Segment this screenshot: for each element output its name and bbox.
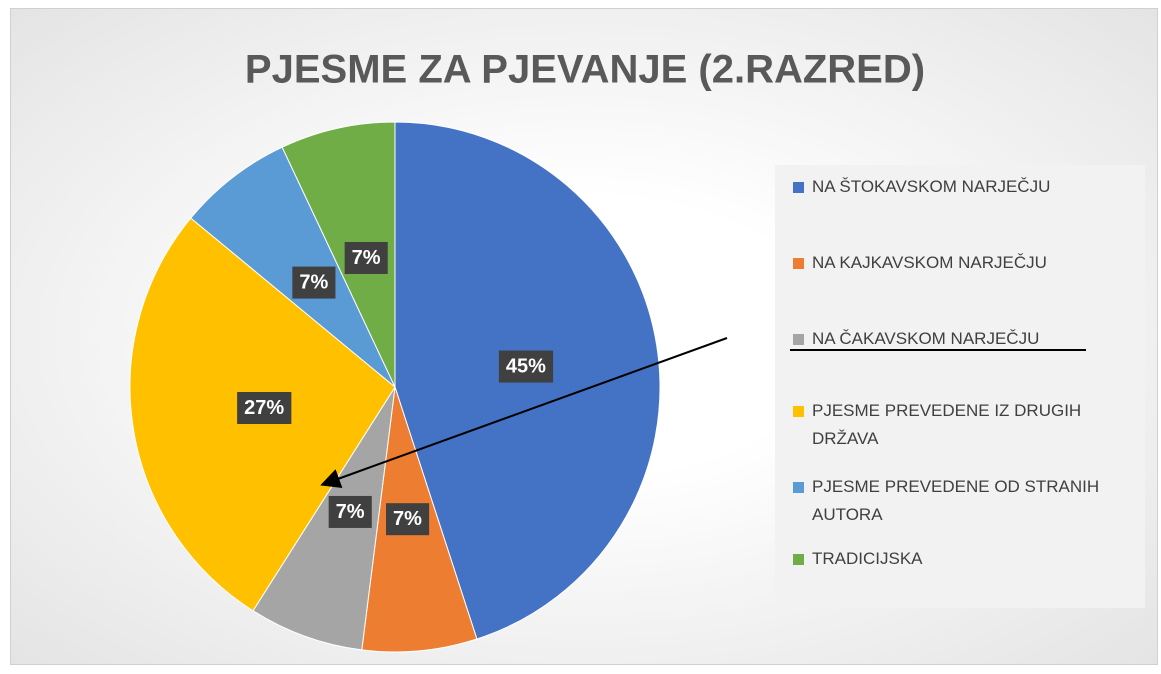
legend-item: NA ČAKAVSKOM NARJEČJU: [793, 325, 1132, 353]
data-label: 7%: [393, 508, 422, 530]
data-label: 7%: [336, 501, 365, 523]
legend-swatch: [793, 182, 804, 193]
data-label-box: [328, 495, 372, 528]
data-label-box: [386, 503, 430, 536]
legend: NA ŠTOKAVSKOM NARJEČJU NA KAJKAVSKOM NARJ…: [775, 165, 1145, 608]
legend-label: NA KAJKAVSKOM NARJEČJU: [812, 253, 1047, 272]
chart-title: PJESME ZA PJEVANJE (2.RAZRED): [245, 48, 925, 92]
pie-slice: [281, 121, 396, 388]
legend-swatch: [793, 406, 804, 417]
legend-item: NA KAJKAVSKOM NARJEČJU: [793, 249, 1132, 277]
data-label: 45%: [506, 356, 546, 378]
data-label-box: [237, 392, 292, 425]
data-label-box: [344, 241, 388, 274]
legend-swatch: [793, 554, 804, 565]
legend-swatch: [793, 482, 804, 493]
legend-item: PJESME PREVEDENE IZ DRUGIH DRŽAVA: [793, 397, 1132, 453]
legend-item: NA ŠTOKAVSKOM NARJEČJU: [793, 173, 1132, 201]
data-label-box: [292, 266, 336, 299]
legend-label: PJESME PREVEDENE IZ DRUGIH DRŽAVA: [812, 401, 1082, 448]
legend-swatch: [793, 334, 804, 345]
legend-item: PJESME PREVEDENE OD STRANIH AUTORA: [793, 473, 1132, 529]
legend-label: NA ŠTOKAVSKOM NARJEČJU: [812, 177, 1051, 196]
legend-label: TRADICIJSKA: [812, 549, 923, 568]
data-label: 7%: [299, 272, 328, 294]
legend-item: TRADICIJSKA: [793, 545, 1132, 573]
data-label: 7%: [352, 247, 381, 269]
legend-label: PJESME PREVEDENE OD STRANIH AUTORA: [812, 477, 1100, 524]
data-label: 27%: [244, 397, 284, 419]
legend-swatch: [793, 258, 804, 269]
legend-label: NA ČAKAVSKOM NARJEČJU: [812, 329, 1040, 348]
